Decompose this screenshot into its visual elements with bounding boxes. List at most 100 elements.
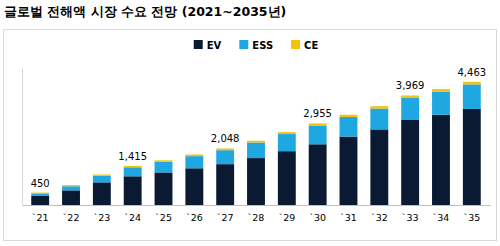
series-1	[31, 84, 481, 196]
bar	[155, 160, 173, 162]
bar	[185, 168, 203, 205]
bar	[401, 95, 419, 97]
x-tick: `28	[248, 205, 265, 223]
bar	[309, 126, 327, 145]
bar	[278, 134, 296, 151]
y-axis	[22, 68, 23, 206]
bar	[401, 120, 419, 205]
x-tick-label: `31	[340, 212, 357, 223]
bar	[370, 109, 388, 130]
bar	[93, 182, 111, 205]
bar	[309, 144, 327, 205]
bar	[31, 192, 49, 194]
x-tick-label: `23	[93, 212, 110, 223]
bar	[247, 158, 265, 205]
bar	[370, 106, 388, 108]
legend-item: CE	[291, 40, 318, 51]
total-label: 3,969	[396, 80, 425, 91]
x-tick-label: `22	[63, 212, 80, 223]
bar	[62, 190, 80, 205]
bar	[31, 193, 49, 195]
bar	[401, 98, 419, 120]
bar	[278, 151, 296, 205]
plot: `21 `22 `23 `24 `25 `26 `27 `28 `29 `30 `31 `32 `33 `…	[23, 67, 491, 223]
bar	[247, 141, 265, 143]
bar	[185, 156, 203, 168]
x-tick-label: `33	[402, 212, 419, 223]
bar	[463, 84, 481, 109]
x-tick: `29	[278, 205, 295, 223]
bars	[31, 82, 481, 205]
x-tick: `25	[155, 205, 172, 223]
bar	[216, 148, 234, 150]
x-tick-label: `29	[278, 212, 295, 223]
total-label: 4,463	[457, 67, 486, 78]
bar	[155, 172, 173, 205]
bar	[185, 154, 203, 156]
bar	[93, 176, 111, 183]
bar	[340, 117, 358, 137]
x-tick-label: `30	[309, 212, 326, 223]
bar	[31, 196, 49, 205]
legend-label: ESS	[252, 40, 273, 51]
bar	[278, 132, 296, 134]
title: 글로벌 전해액 시장 수요 전망 (2021~2035년)	[4, 4, 286, 19]
x-tick: `30	[309, 205, 326, 223]
x-tick-label: `21	[32, 212, 49, 223]
bar	[370, 129, 388, 205]
chart-frame	[4, 30, 497, 241]
x-tick-label: `25	[155, 212, 172, 223]
bar	[216, 150, 234, 164]
bar	[309, 123, 327, 125]
total-label: 1,415	[118, 151, 147, 162]
legend-item: EV	[194, 40, 222, 51]
x-tick-label: `35	[463, 212, 480, 223]
bar	[247, 142, 265, 158]
bar	[62, 185, 80, 186]
x-tick-label: `32	[371, 212, 388, 223]
bar	[62, 186, 80, 190]
x-axis: `21 `22 `23 `24 `25 `26 `27 `28 `29 `30 `31 `32 `33 `…	[23, 205, 491, 223]
legend: EV ESS CE	[194, 40, 319, 51]
x-tick: `24	[124, 205, 141, 223]
bar	[155, 162, 173, 173]
bar	[340, 137, 358, 205]
legend-label: CE	[304, 40, 318, 51]
bar	[463, 109, 481, 205]
bar	[340, 115, 358, 117]
legend-swatch	[194, 40, 203, 49]
x-tick: `35	[463, 205, 480, 223]
bar	[124, 167, 142, 176]
x-tick: `34	[433, 205, 450, 223]
bar	[432, 115, 450, 205]
legend-swatch	[291, 40, 300, 49]
x-tick: `26	[186, 205, 203, 223]
bar	[432, 89, 450, 91]
x-tick: `21	[32, 205, 49, 223]
x-tick: `23	[93, 205, 110, 223]
total-label: 2,048	[211, 133, 240, 144]
series-2	[31, 82, 481, 194]
x-tick-label: `27	[217, 212, 234, 223]
series-0	[31, 109, 481, 205]
legend-item: ESS	[239, 40, 273, 51]
bar	[432, 92, 450, 115]
x-tick: `31	[340, 205, 357, 223]
bar	[216, 164, 234, 205]
y-axis-line	[22, 68, 23, 206]
x-tick-label: `28	[248, 212, 265, 223]
x-tick-label: `26	[186, 212, 203, 223]
total-label: 450	[31, 178, 50, 189]
bar	[93, 175, 111, 176]
x-axis-line	[23, 205, 491, 206]
x-tick-label: `24	[124, 212, 141, 223]
chart: 글로벌 전해액 시장 수요 전망 (2021~2035년)`21`22`23`2…	[0, 0, 500, 246]
total-label: 2,955	[303, 108, 332, 119]
x-tick-label: `34	[433, 212, 450, 223]
legend-swatch	[239, 40, 248, 49]
x-tick: `33	[402, 205, 419, 223]
bar	[463, 82, 481, 85]
annotations: 450 1,415 2,048 2,955 3,969 4,463	[31, 67, 486, 189]
x-tick: `32	[371, 205, 388, 223]
bar	[124, 176, 142, 205]
